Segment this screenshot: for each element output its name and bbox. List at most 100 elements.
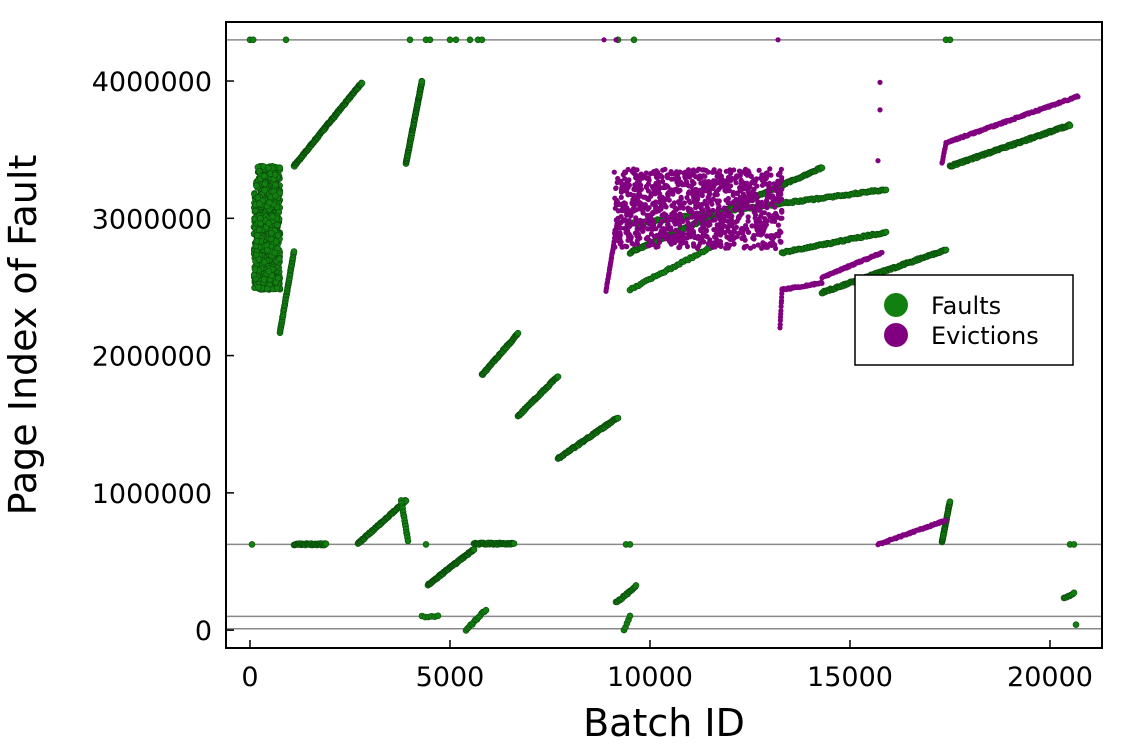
eviction-point	[777, 228, 783, 234]
eviction-point	[688, 206, 694, 213]
reference-lines	[226, 39, 1102, 630]
eviction-point	[692, 174, 699, 180]
fault-point	[274, 232, 282, 239]
eviction-point	[744, 199, 750, 205]
eviction-point	[769, 242, 775, 248]
eviction-point	[711, 227, 717, 233]
eviction-point	[745, 189, 751, 195]
eviction-point	[660, 178, 666, 185]
eviction-point	[630, 196, 636, 203]
eviction-point	[611, 169, 617, 175]
eviction-point	[712, 217, 718, 223]
eviction-point	[879, 249, 885, 256]
eviction-point	[748, 173, 754, 179]
eviction-point	[746, 229, 752, 235]
eviction-point	[677, 222, 683, 228]
eviction-point	[620, 172, 626, 178]
eviction-point	[753, 176, 760, 182]
eviction-point	[652, 208, 658, 214]
eviction-point	[754, 183, 760, 189]
eviction-point	[625, 211, 632, 217]
eviction-point	[657, 194, 663, 201]
fault-point	[290, 248, 298, 255]
eviction-point	[701, 167, 707, 173]
eviction-point	[620, 218, 626, 224]
eviction-point	[724, 208, 730, 214]
eviction-point	[742, 244, 748, 250]
eviction-point	[656, 208, 662, 214]
eviction-point	[643, 183, 650, 189]
fault-point	[446, 36, 454, 44]
fault-point	[248, 541, 256, 548]
y-tick-label: 1000000	[92, 479, 212, 510]
fault-point	[269, 213, 277, 221]
eviction-point	[701, 239, 707, 245]
x-tick-label: 15000	[807, 662, 893, 693]
eviction-point	[777, 181, 783, 187]
eviction-point	[775, 37, 781, 43]
eviction-point	[635, 173, 641, 179]
eviction-point	[740, 191, 746, 197]
eviction-point	[623, 229, 629, 236]
eviction-point	[631, 186, 637, 192]
fault-point	[253, 238, 261, 245]
eviction-point	[703, 227, 710, 233]
eviction-point	[775, 214, 781, 220]
eviction-point	[675, 175, 681, 181]
eviction-point	[614, 179, 620, 186]
eviction-point	[661, 211, 667, 217]
eviction-point	[819, 280, 825, 286]
eviction-point	[705, 169, 711, 175]
eviction-point	[707, 198, 713, 204]
fault-point	[274, 221, 281, 229]
fault-point	[1066, 122, 1074, 129]
eviction-point	[665, 224, 671, 230]
eviction-point	[672, 211, 678, 217]
fault-point	[256, 215, 264, 222]
fault-point	[260, 172, 268, 180]
eviction-point	[752, 212, 759, 218]
eviction-point	[745, 214, 751, 220]
fault-point	[466, 36, 474, 44]
eviction-point	[696, 243, 702, 249]
eviction-point	[740, 195, 746, 201]
eviction-point	[646, 197, 652, 203]
eviction-point	[636, 184, 642, 190]
eviction-point	[668, 241, 675, 247]
eviction-point	[764, 233, 770, 239]
y-axis: 0 1000000 2000000 3000000 4000000	[92, 67, 234, 647]
eviction-point	[622, 181, 628, 187]
y-tick-label: 0	[195, 616, 212, 647]
fault-point	[478, 36, 486, 44]
eviction-point	[725, 195, 732, 202]
eviction-point	[648, 231, 655, 237]
y-axis-title: Page Index of Fault	[1, 155, 45, 516]
eviction-point	[716, 222, 722, 228]
eviction-point	[636, 199, 642, 205]
eviction-point	[700, 207, 706, 213]
eviction-point	[634, 167, 640, 173]
fault-point	[514, 329, 522, 337]
fault-point	[882, 228, 890, 236]
eviction-point	[622, 176, 628, 182]
eviction-point	[680, 218, 686, 224]
fault-point	[632, 582, 640, 589]
eviction-point	[754, 223, 760, 230]
eviction-point	[769, 218, 775, 224]
eviction-point	[685, 171, 691, 177]
eviction-point	[687, 199, 693, 206]
eviction-point	[725, 244, 731, 250]
legend-marker-evictions	[884, 323, 908, 347]
fault-point	[272, 238, 280, 245]
fault-point	[882, 186, 890, 194]
eviction-point	[705, 206, 711, 212]
eviction-point	[728, 219, 735, 225]
eviction-point	[707, 221, 713, 228]
fault-point	[818, 164, 826, 172]
eviction-point	[662, 166, 668, 172]
y-tick-label: 3000000	[92, 204, 212, 235]
eviction-point	[729, 175, 735, 182]
eviction-point	[779, 209, 785, 215]
eviction-point	[738, 207, 744, 213]
eviction-point	[775, 222, 782, 228]
